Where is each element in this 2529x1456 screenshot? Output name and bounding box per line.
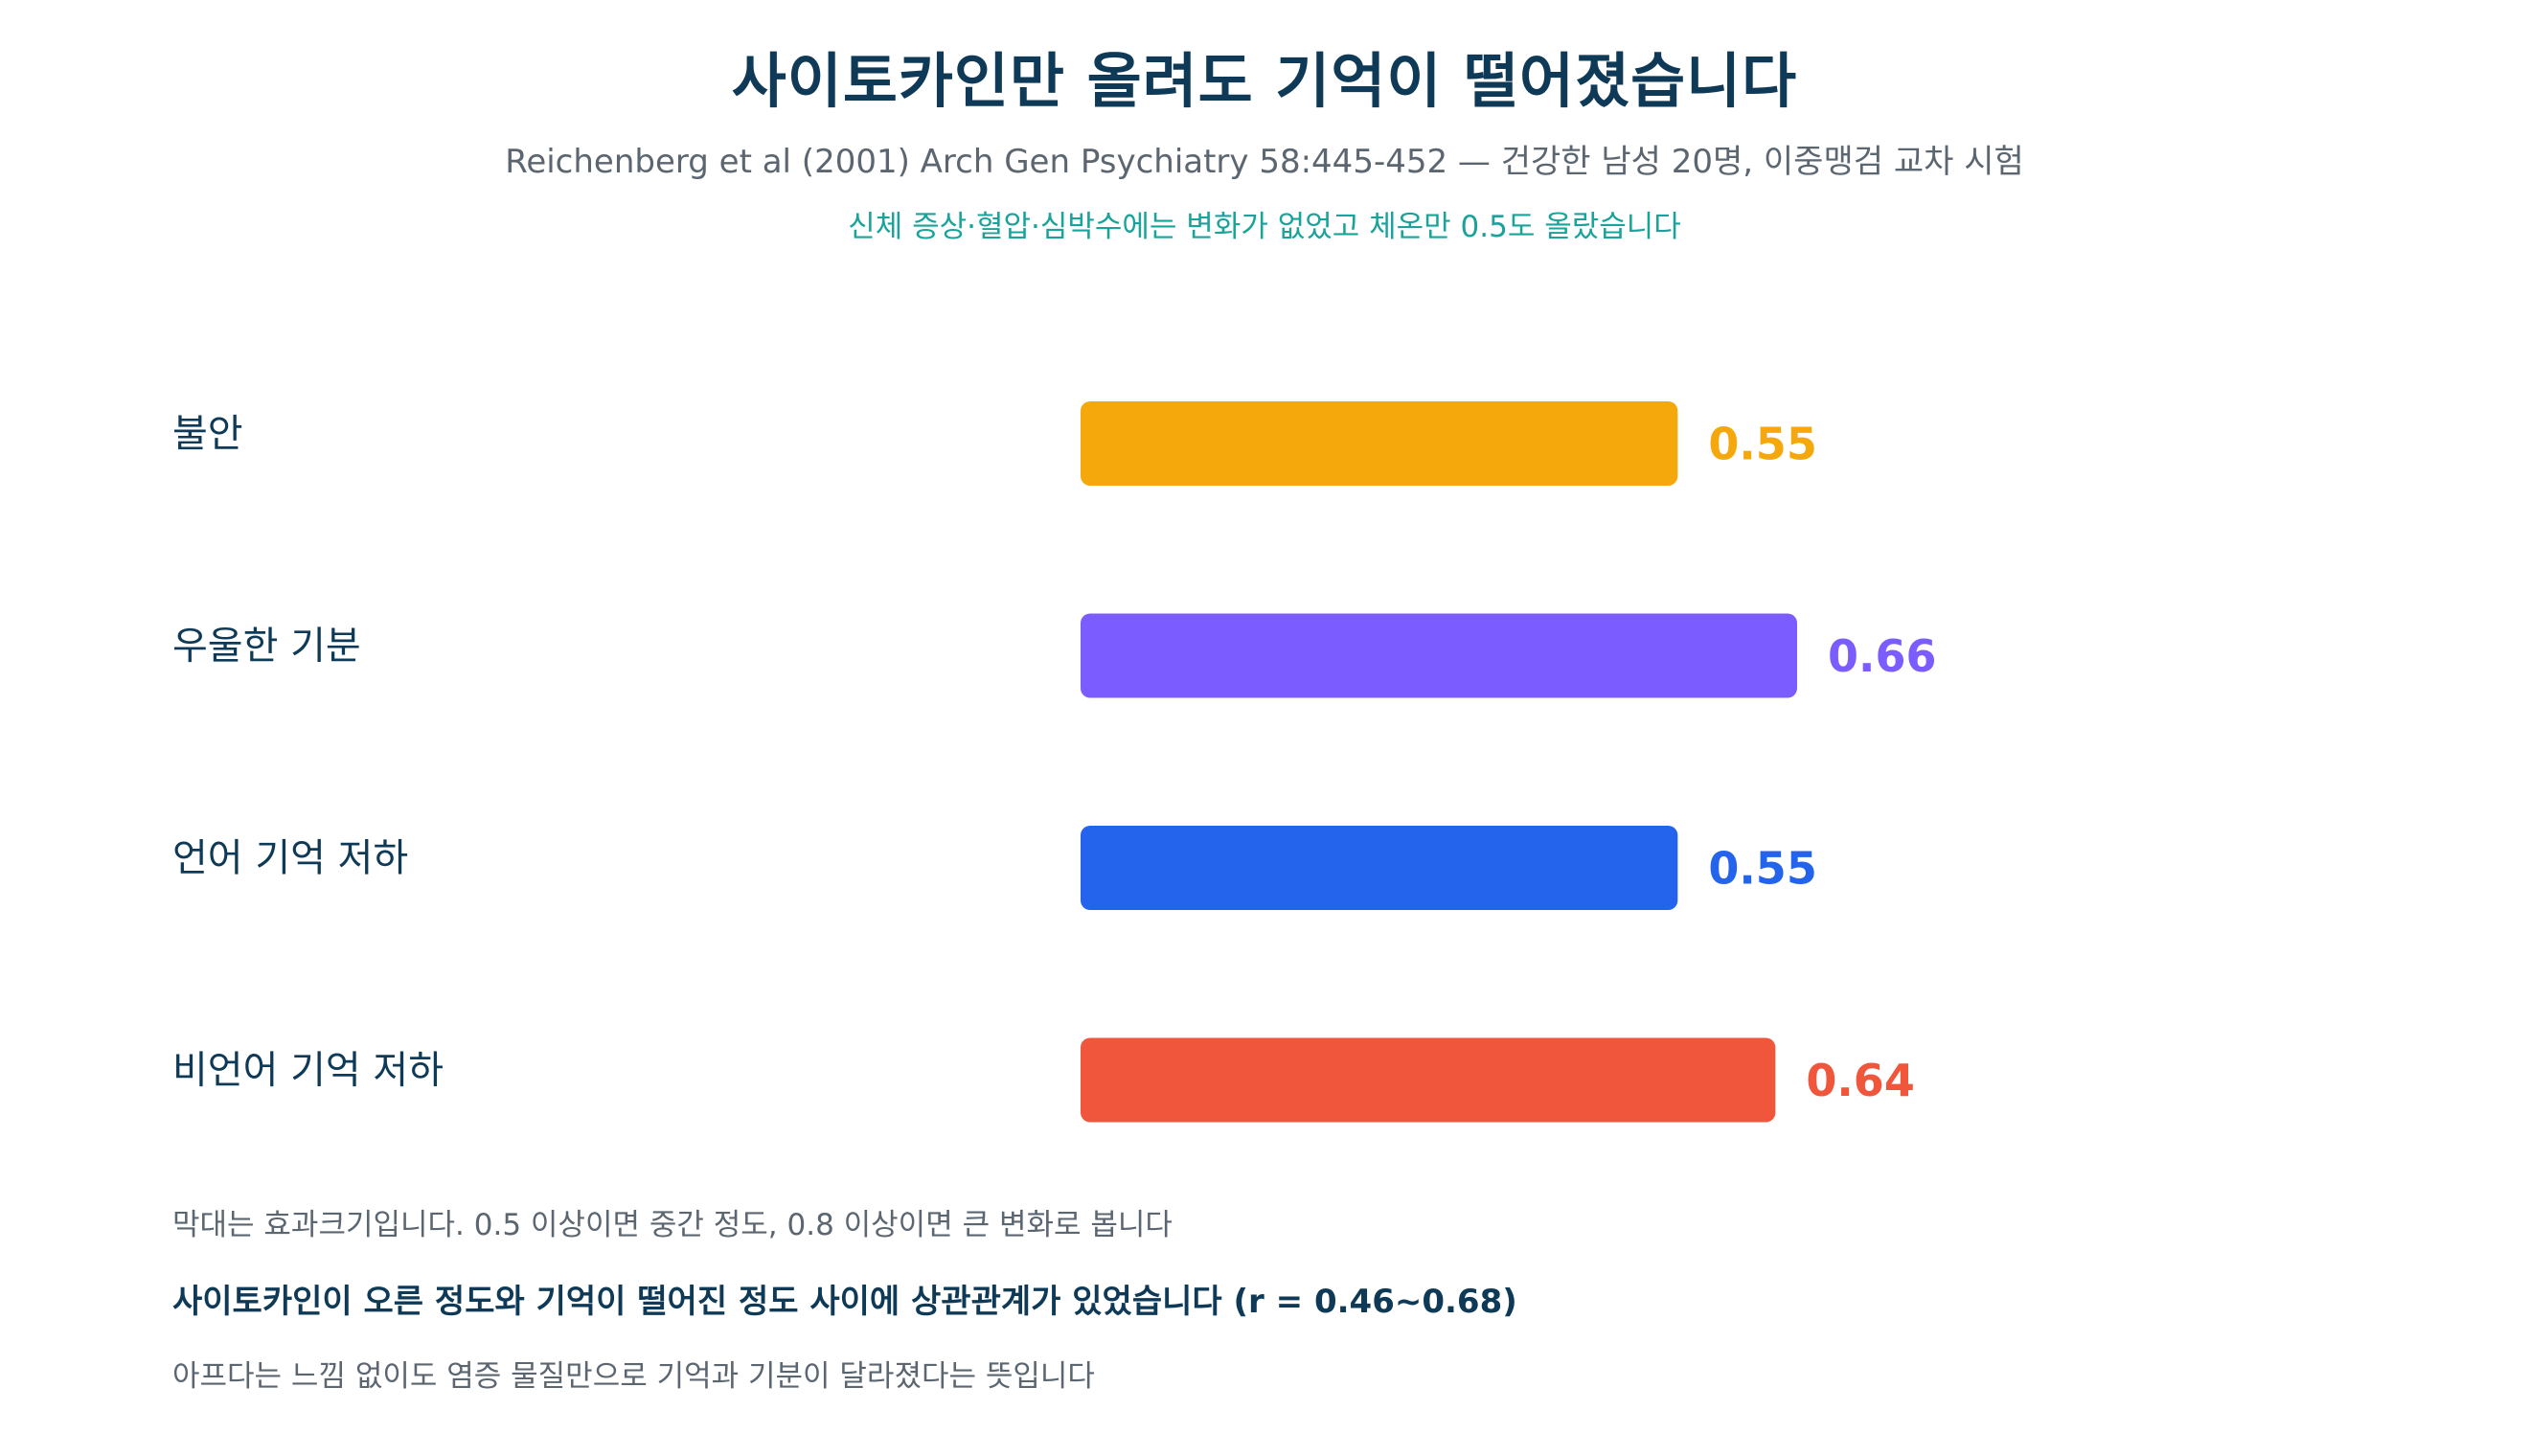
chart-subtitle: Reichenberg et al (2001) Arch Gen Psychi… bbox=[505, 143, 2024, 181]
value-label-3: 0.64 bbox=[1806, 1055, 1915, 1106]
footer-effect-size-note: 막대는 효과크기입니다. 0.5 이상이면 중간 정도, 0.8 이상이면 큰 … bbox=[172, 1208, 1173, 1242]
bar-3 bbox=[1081, 1037, 1776, 1123]
chart-note: 신체 증상·혈압·심박수에는 변화가 없었고 체온만 0.5도 올랐습니다 bbox=[848, 210, 1681, 244]
category-label-2: 언어 기억 저하 bbox=[172, 836, 408, 880]
footer-correlation-note: 사이토카인이 오른 정도와 기억이 떨어진 정도 사이에 상관관계가 있었습니다… bbox=[172, 1283, 1517, 1321]
value-label-1: 0.66 bbox=[1828, 630, 1937, 682]
category-label-0: 불안 bbox=[172, 412, 243, 456]
bar-2 bbox=[1081, 826, 1678, 910]
category-label-3: 비언어 기억 저하 bbox=[172, 1049, 444, 1093]
chart-title: 사이토카인만 올려도 기억이 떨어졌습니다 bbox=[731, 46, 1798, 116]
bar-0 bbox=[1081, 401, 1678, 486]
value-label-0: 0.55 bbox=[1708, 419, 1817, 470]
bar-1 bbox=[1081, 613, 1797, 698]
category-label-1: 우울한 기분 bbox=[172, 625, 361, 669]
value-label-2: 0.55 bbox=[1708, 843, 1817, 895]
footer-conclusion-note: 아프다는 느낌 없이도 염증 물질만으로 기억과 기분이 달라졌다는 뜻입니다 bbox=[172, 1359, 1095, 1394]
